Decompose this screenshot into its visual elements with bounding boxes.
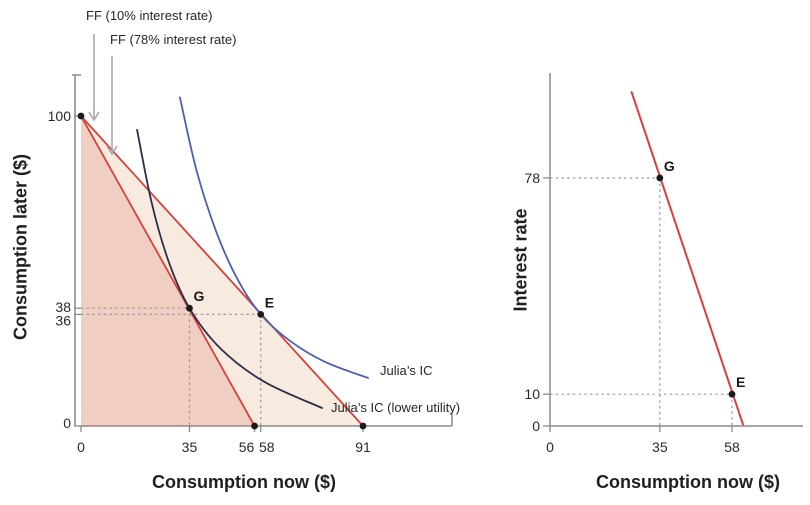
julias-ic-label: Julia’s IC [380, 363, 433, 378]
left-point-G [186, 304, 193, 312]
endpoint-dot [251, 422, 258, 430]
left-ytick-label-0: 0 [63, 415, 71, 431]
axes-layer [72, 73, 803, 432]
left-xtick-label-56: 56 [239, 439, 255, 455]
left-point-label-G: G [193, 288, 204, 304]
right-point-label-G: G [664, 158, 675, 174]
ff78-label: FF (78% interest rate) [110, 32, 237, 47]
left-ytick-label-36: 36 [55, 312, 71, 328]
julias-ic-lower-label: Julia’s IC (lower utility) [331, 400, 461, 415]
curve-borrowing-demand [630, 91, 744, 426]
right-point-E [728, 390, 736, 398]
left-xtick-label-91: 91 [355, 439, 371, 455]
right-ytick-label-0: 0 [532, 418, 540, 434]
curve-FF (10% interest rate) [80, 115, 364, 427]
left-xtick-label-35: 35 [182, 439, 198, 455]
left-ytick-label-38: 38 [55, 299, 71, 315]
curves-layer [80, 91, 744, 427]
right-point-G [656, 174, 664, 182]
left-ytick-label-100: 100 [48, 108, 72, 124]
ff78-arrow-icon [106, 56, 118, 156]
endpoint-dot [359, 422, 367, 430]
curve-Julia’s IC [179, 96, 369, 379]
left-guides-E [81, 313, 262, 426]
right-guides-E [550, 393, 733, 426]
left-point-E [257, 311, 265, 318]
dotted-guides-layer [81, 177, 733, 426]
left-axes [72, 74, 453, 427]
right-ytick-label-78: 78 [524, 170, 540, 186]
left-xaxis-title: Consumption now ($) [152, 472, 336, 492]
ff10-label: FF (10% interest rate) [86, 8, 213, 23]
right-axes [549, 73, 803, 427]
right-guides-G [550, 177, 661, 426]
right-xtick-label-0: 0 [546, 439, 554, 455]
left-point-label-E: E [265, 294, 274, 310]
right-xtick-label-35: 35 [652, 439, 668, 455]
right-point-label-E: E [736, 374, 745, 390]
right-xaxis-title: Consumption now ($) [596, 472, 780, 492]
left-xtick-label-0: 0 [77, 439, 85, 455]
left-yaxis-title: Consumption later ($) [10, 153, 31, 341]
right-yaxis-title: Interest rate [510, 208, 531, 312]
points-layer: G E G E [77, 112, 745, 430]
right-xtick-label-58: 58 [724, 439, 740, 455]
curve-FF (78% interest rate) [80, 115, 256, 427]
endpoint-dot [77, 112, 85, 120]
left-xtick-label-58: 58 [259, 439, 275, 455]
left-guides-G [81, 307, 191, 426]
ff10-arrow-icon [88, 34, 100, 122]
right-ytick-label-10: 10 [524, 386, 540, 402]
